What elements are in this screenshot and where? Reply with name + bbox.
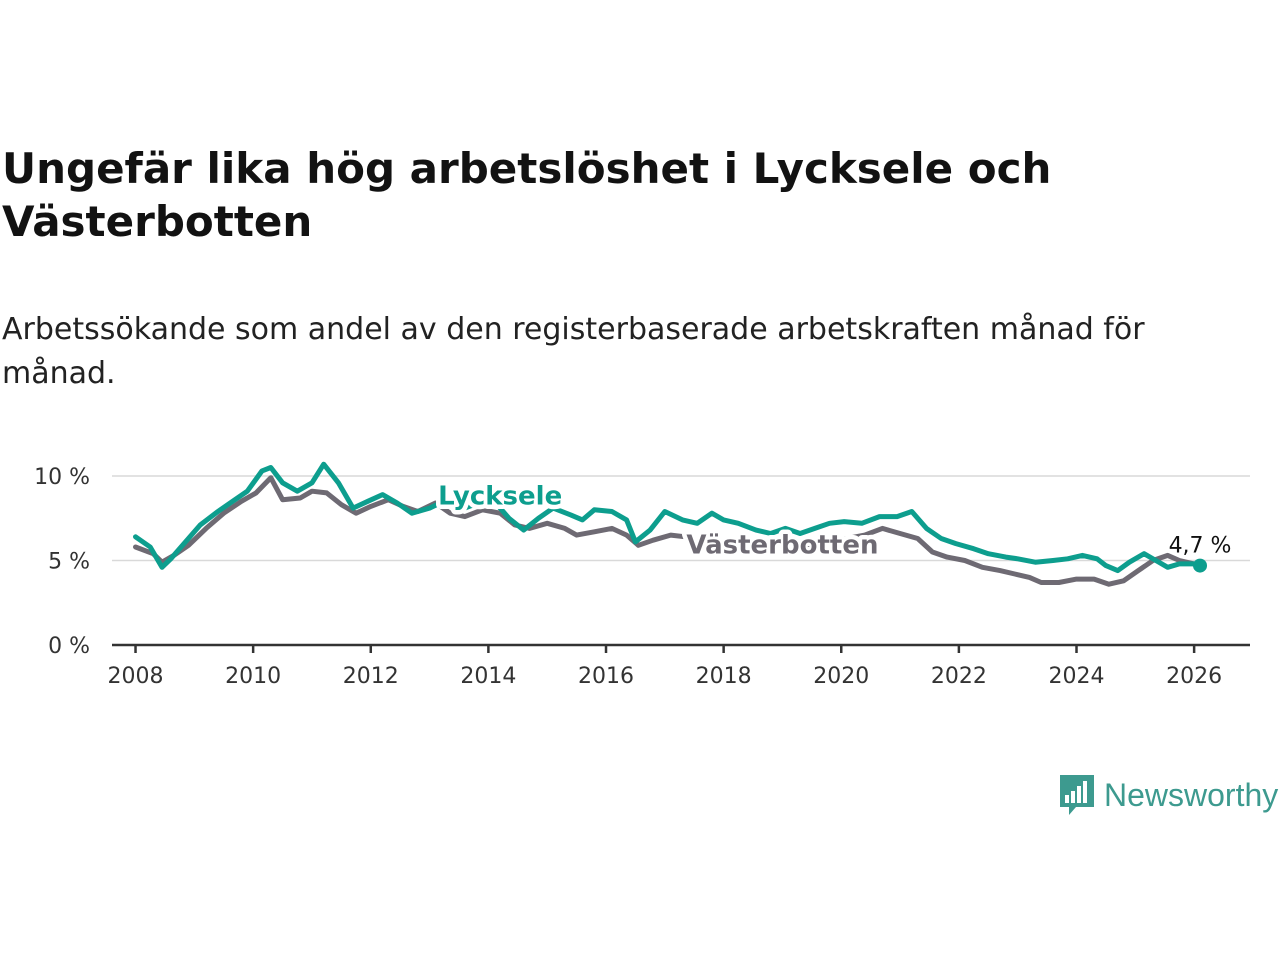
series-lines [133,461,1203,587]
x-tick-label: 2022 [931,664,987,689]
y-tick-label: 0 % [48,634,90,659]
x-tick-label: 2008 [108,664,164,689]
y-tick-label: 10 % [34,465,90,490]
x-tick-label: 2012 [343,664,399,689]
x-tick-label: 2024 [1049,664,1105,689]
y-axis-tick-labels: 0 % 5 % 10 % [34,465,90,659]
x-axis-ticks: 2008 2010 2012 2014 2016 2018 2020 2022 2024 2026 [108,645,1222,689]
x-tick-label: 2014 [460,664,516,689]
bar-chart-speech-bubble-icon [1060,775,1094,815]
x-tick-label: 2016 [578,664,634,689]
y-tick-label: 5 % [48,550,90,575]
line-chart: 0 %5 %10 % 2008 2010 2012 2014 2016 2018 2020 2… [34,461,1250,689]
chart-subtitle: Arbetssökande som andel av den registerb… [2,312,1145,391]
brand-name: Newsworthy [1104,776,1279,813]
series-labels: Lycksele Västerbotten [434,477,883,565]
newsworthy-logo: Newsworthy [1058,773,1278,817]
endpoint-markers: 4,7 % [1166,531,1234,573]
series-label-västerbotten: Västerbotten [686,531,878,561]
last-value-label: 4,7 % [1169,534,1232,559]
x-tick-label: 2020 [813,664,869,689]
series-line-lycksele [133,461,1203,574]
endpoint-marker [1193,558,1208,573]
series-label-lycksele: Lycksele [438,482,562,512]
x-tick-label: 2010 [225,664,281,689]
x-tick-label: 2026 [1166,664,1222,689]
series-line-västerbotten [133,475,1203,587]
chart-title: Ungefär lika hög arbetslöshet i Lycksele… [2,144,1052,246]
x-tick-label: 2018 [696,664,752,689]
